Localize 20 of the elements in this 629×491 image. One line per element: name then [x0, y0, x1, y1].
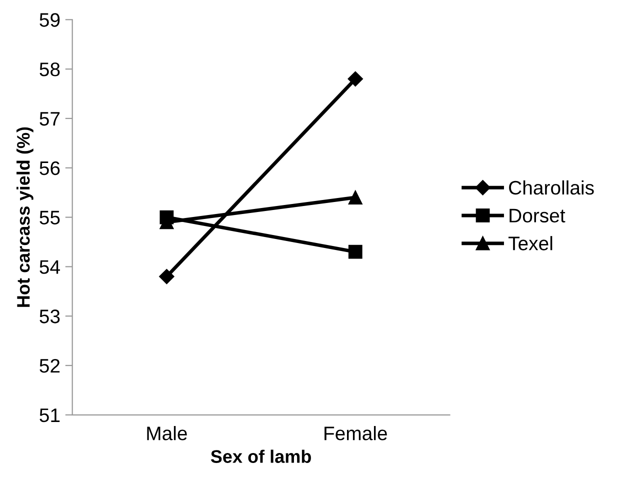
point — [348, 244, 362, 259]
x-tick-label: Male — [147, 426, 187, 440]
y-tick-label: 57 — [40, 112, 60, 126]
y-tick-label: 56 — [40, 161, 60, 176]
legend-label: Texel — [508, 236, 552, 250]
y-tick-label: 51 — [40, 408, 60, 422]
point — [348, 71, 363, 86]
y-axis-title: Hot carcass yield (%) — [16, 127, 34, 307]
y-tick-label: 59 — [40, 13, 60, 27]
y-tick-label: 52 — [40, 358, 60, 373]
x-axis-title: Sex of lamb — [210, 450, 311, 463]
legend-label: Charollais — [509, 180, 594, 195]
point — [348, 190, 362, 204]
legend-label: Dorset — [510, 208, 566, 222]
y-tick-label: 54 — [40, 260, 60, 274]
y-tick-label: 58 — [40, 62, 60, 76]
y-tick-label: 53 — [40, 310, 60, 324]
y-tick-label: 55 — [40, 210, 60, 225]
x-tick-label: Female — [324, 426, 387, 440]
point — [159, 268, 174, 284]
